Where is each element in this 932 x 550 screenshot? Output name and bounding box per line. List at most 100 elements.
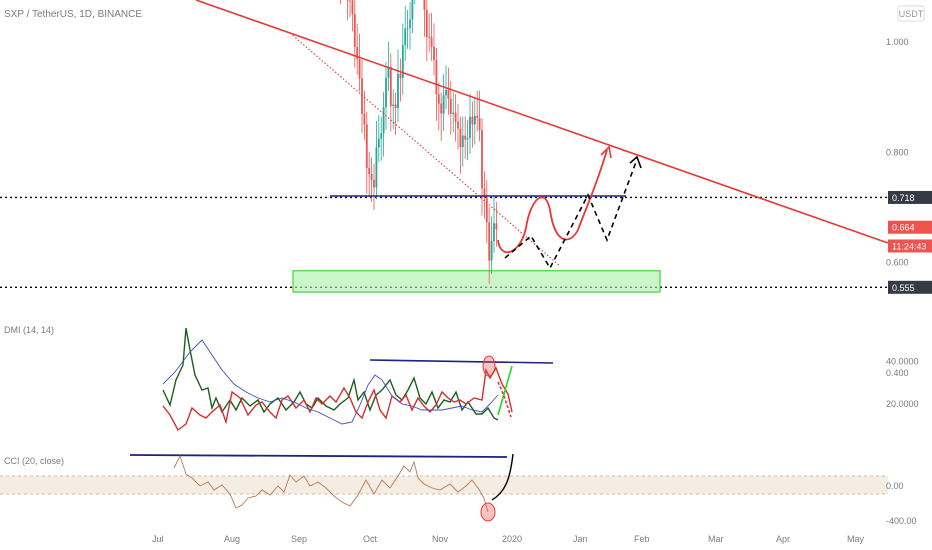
candle-body xyxy=(356,46,359,60)
candle-body xyxy=(447,90,450,99)
cci-pane-title: CCI (20, close) xyxy=(4,456,64,466)
dmi-series-line xyxy=(162,327,499,421)
price-tick-label: 0.600 xyxy=(886,258,909,268)
price-badge-label: 11:24:43 xyxy=(892,241,926,251)
price-badge-label: 0.664 xyxy=(892,223,915,233)
candle-body xyxy=(375,147,378,188)
price-badge xyxy=(888,280,932,294)
projection-arrow-head xyxy=(600,145,612,159)
candle-body xyxy=(373,179,375,188)
dmi-projection-red xyxy=(497,381,512,418)
time-axis-label: Mar xyxy=(708,534,724,544)
candle-body xyxy=(442,95,445,114)
bullish-projection-path xyxy=(497,149,608,254)
candle-body xyxy=(428,36,431,38)
dmi-tick-label: 20.0000 xyxy=(886,399,919,409)
price-badge xyxy=(888,220,932,234)
chart-title: SXP / TetherUS, 1D, BINANCE xyxy=(4,9,142,20)
currency-box[interactable] xyxy=(897,5,925,22)
time-axis-label: May xyxy=(847,534,865,544)
candle-body xyxy=(401,45,404,79)
candle-body xyxy=(380,133,383,139)
candle-body xyxy=(353,14,356,47)
candle-body xyxy=(440,103,443,114)
cci-tick-label: -400.00 xyxy=(886,516,917,526)
candle-body xyxy=(445,90,447,96)
time-axis-label: Apr xyxy=(776,534,790,544)
candle-body xyxy=(449,98,452,114)
candle-body xyxy=(466,138,469,140)
dotted-trendline xyxy=(289,32,561,267)
candle-body xyxy=(389,66,392,107)
dmi-tick-label: 40.0000 xyxy=(886,357,919,367)
candle-body xyxy=(485,197,488,223)
time-axis-label: Feb xyxy=(634,534,650,544)
candle-body xyxy=(454,112,457,122)
dmi-series-line xyxy=(162,339,499,425)
candle-body xyxy=(425,9,428,37)
candle-body xyxy=(411,0,414,20)
dmi-pane-title: DMI (14, 14) xyxy=(4,325,54,335)
candle-body xyxy=(370,174,373,180)
price-badge-label: 0.555 xyxy=(892,283,915,293)
candle-body xyxy=(493,223,495,242)
candle-body xyxy=(481,130,483,189)
candle-body xyxy=(399,73,402,79)
time-axis-label: Oct xyxy=(363,534,378,544)
dmi-horizontal-line xyxy=(369,359,554,364)
candle-body xyxy=(433,46,435,61)
candle-body xyxy=(346,0,349,1)
candle-body xyxy=(397,73,399,109)
dmi-projection-green xyxy=(497,365,513,416)
dmi-series-line xyxy=(162,366,513,432)
candle-body xyxy=(457,121,459,129)
candle-body xyxy=(406,28,409,30)
candle-body xyxy=(488,222,491,261)
candle-body xyxy=(365,124,368,169)
time-axis-label: Jul xyxy=(152,534,164,544)
candle-body xyxy=(430,37,433,47)
price-badge xyxy=(888,239,932,253)
cci-series-line xyxy=(173,454,489,513)
candle-body xyxy=(483,188,486,198)
candle-body xyxy=(349,0,351,2)
time-axis-label: Jan xyxy=(573,534,588,544)
currency-label[interactable]: USDT xyxy=(899,9,924,19)
candle-body xyxy=(363,113,366,125)
candle-body xyxy=(423,0,426,10)
candle-body xyxy=(476,115,479,119)
candle-body xyxy=(495,223,498,230)
candle-body xyxy=(409,19,411,29)
candle-body xyxy=(361,78,363,114)
candle-body xyxy=(435,60,438,95)
candle-body xyxy=(394,104,397,109)
candle-body xyxy=(385,77,387,108)
time-axis-label: Sep xyxy=(291,534,307,544)
candle-body xyxy=(461,135,464,148)
candle-body xyxy=(459,128,462,148)
cci-band xyxy=(0,476,888,494)
cci-tick-label: 0.00 xyxy=(886,481,904,491)
alternate-projection-path xyxy=(504,161,637,270)
candle-body xyxy=(392,104,395,107)
cci-projection-curve xyxy=(491,453,514,501)
candle-body xyxy=(404,28,407,46)
price-tick-label: 1.000 xyxy=(886,37,909,47)
price-tick-label: 0.800 xyxy=(886,147,909,157)
price-tick-label: 0.400 xyxy=(886,368,909,378)
candle-body xyxy=(382,107,385,134)
candle-body xyxy=(478,118,481,131)
candle-body xyxy=(464,135,467,140)
downtrend-line xyxy=(195,0,889,244)
candle-body xyxy=(358,59,361,79)
time-axis-label: 2020 xyxy=(502,534,522,544)
candle-body xyxy=(387,66,390,78)
candle-body xyxy=(351,0,354,15)
price-badge xyxy=(888,190,932,204)
candle-body xyxy=(437,94,440,104)
cci-trough-marker xyxy=(480,502,496,522)
support-zone xyxy=(292,270,661,293)
cci-horizontal-line xyxy=(129,454,508,458)
candle-body xyxy=(469,116,471,139)
